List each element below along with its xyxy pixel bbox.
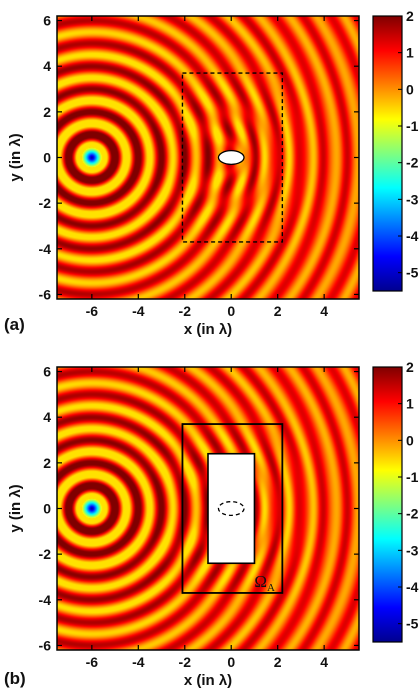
colorbar-tick-label: -5	[406, 265, 419, 281]
colorbar-tick-label: 1	[406, 45, 414, 61]
y-axis-label: y (in λ)	[7, 133, 24, 181]
colorbar-tick-label: 1	[406, 396, 414, 412]
region-box	[181, 423, 284, 594]
y-tick-label: 4	[43, 409, 51, 425]
y-tick-label: 2	[43, 104, 51, 120]
colorbar	[372, 15, 403, 292]
x-axis-label: x (in λ)	[184, 321, 232, 338]
y-tick-label: 6	[43, 13, 51, 29]
colorbar-tick-label: -5	[406, 616, 419, 632]
panel-label: (b)	[4, 669, 26, 688]
y-tick-label: -6	[39, 637, 52, 653]
panels: -6 -4 -2 0 2 4 -6 -4 -2 0 2 4 6 x (in λ) y (in λ) (a) 2 1…	[4, 8, 419, 689]
x-tick-label: 2	[274, 303, 282, 319]
y-tick-label: 0	[43, 501, 51, 517]
y-tick-label: 2	[43, 455, 51, 471]
colorbar-tick-label: -1	[406, 469, 419, 485]
x-tick-label: 0	[227, 654, 235, 670]
colorbar-tick-label: -4	[406, 228, 419, 244]
cloak-rectangle	[207, 452, 256, 565]
region-box	[181, 72, 284, 243]
field-heatmap	[57, 16, 359, 299]
panel-label: (a)	[4, 315, 25, 334]
x-tick-label: -2	[179, 654, 192, 670]
y-tick-label: -4	[39, 592, 52, 608]
colorbar-tick-label: 0	[406, 432, 414, 448]
y-tick-label: 6	[43, 364, 51, 380]
x-tick-label: -4	[132, 654, 145, 670]
x-tick-label: 0	[227, 303, 235, 319]
y-tick-label: -6	[39, 286, 52, 302]
colorbar-tick-label: -4	[406, 579, 419, 595]
x-tick-label: -4	[132, 303, 145, 319]
x-tick-label: 2	[274, 654, 282, 670]
region-label-subscript: A	[267, 582, 275, 594]
colorbar-tick-label: -1	[406, 118, 419, 134]
x-axis-label: x (in λ)	[184, 672, 232, 689]
colorbar-tick-label: -2	[406, 506, 419, 522]
scatterer-ellipse	[217, 150, 245, 165]
y-tick-label: 4	[43, 58, 51, 74]
scatterer-ellipse	[217, 501, 245, 516]
x-tick-label: -6	[86, 303, 99, 319]
x-tick-label: -2	[179, 303, 192, 319]
y-axis-label: y (in λ)	[7, 484, 24, 532]
x-tick-label: 4	[320, 303, 328, 319]
y-tick-label: -2	[39, 546, 52, 562]
colorbar-tick-label: -3	[406, 542, 419, 558]
colorbar-tick-label: -2	[406, 155, 419, 171]
y-tick-label: -4	[39, 241, 52, 257]
panel-a: -6 -4 -2 0 2 4 -6 -4 -2 0 2 4 6 x (in λ) y (in λ) (a) 2 1…	[4, 8, 419, 338]
colorbar-tick-label: -3	[406, 191, 419, 207]
colorbar-tick-label: 2	[406, 8, 414, 24]
y-tick-label: -2	[39, 195, 52, 211]
colorbar-tick-label: 0	[406, 81, 414, 97]
y-tick-label: 0	[43, 150, 51, 166]
colorbar-tick-label: 2	[406, 359, 414, 375]
x-tick-label: -6	[86, 654, 99, 670]
x-tick-label: 4	[320, 654, 328, 670]
colorbar	[372, 366, 403, 643]
